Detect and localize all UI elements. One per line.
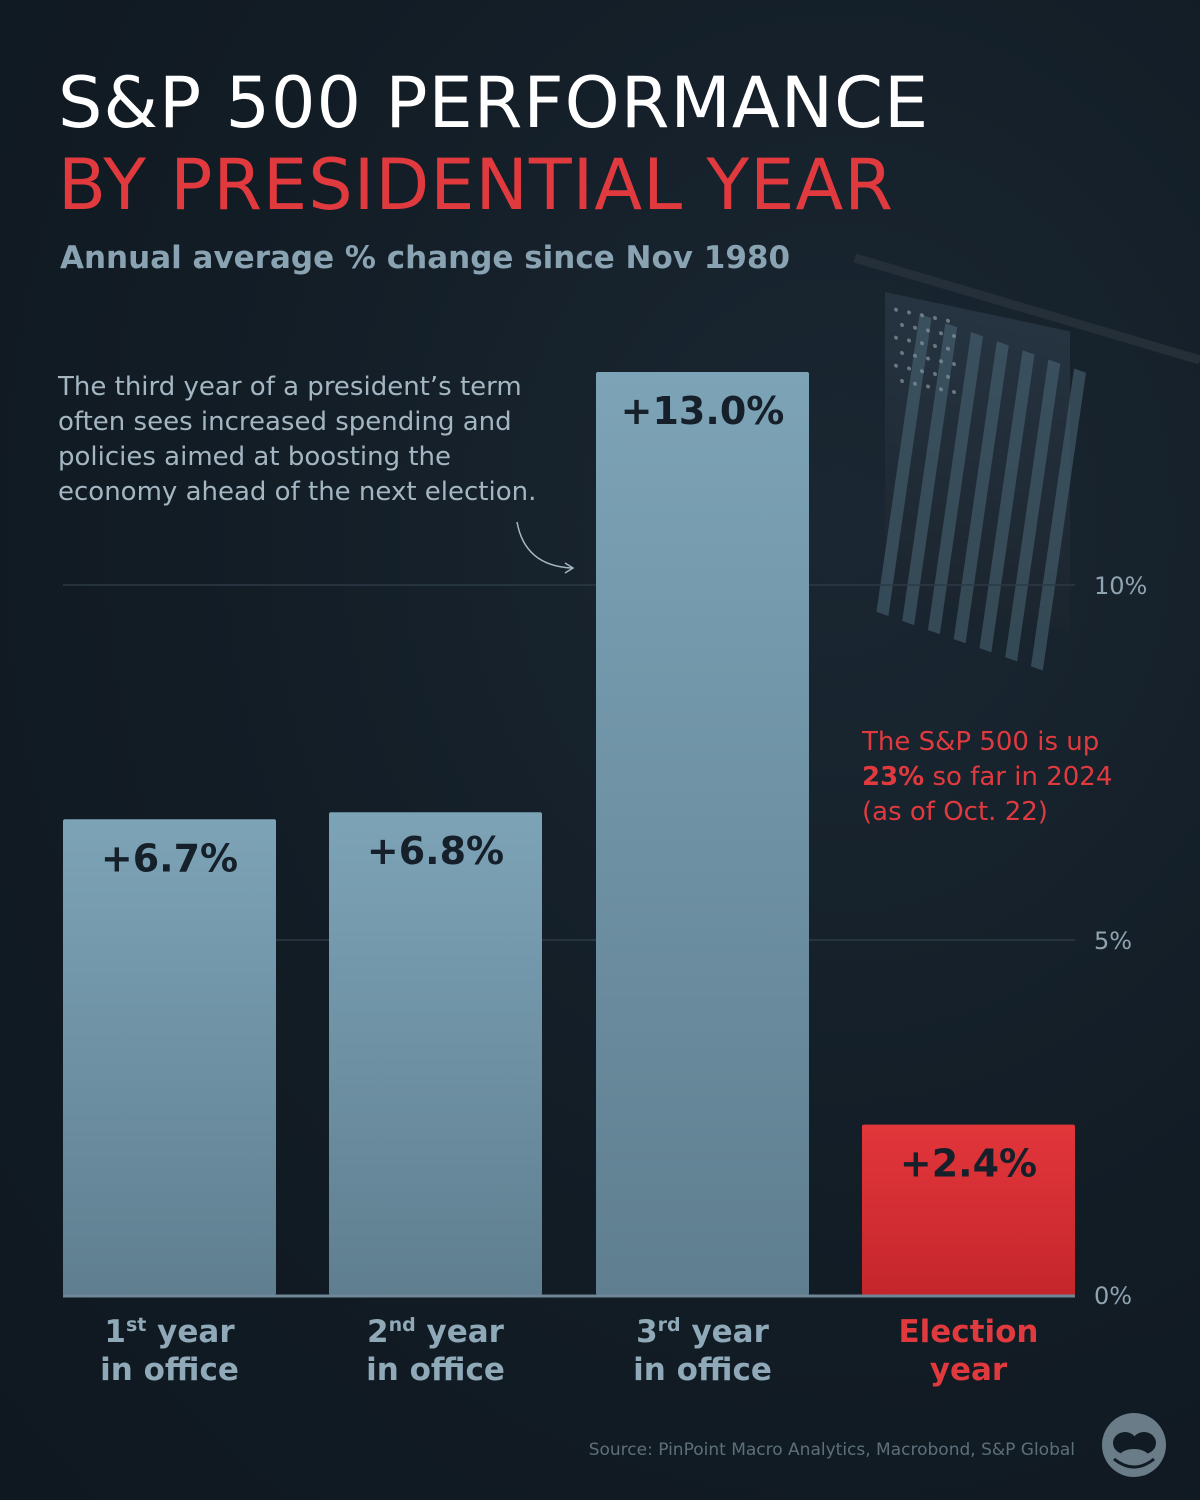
title-line-1: S&P 500 PERFORMANCE [58,62,930,144]
note-2024-performance: The S&P 500 is up 23% so far in 2024 (as… [862,725,1162,830]
category-label-4-line2: year [930,1352,1008,1388]
bar-4 [862,1124,1075,1295]
annotation-arrowhead [564,562,575,574]
value-label-3: +13.0% [621,389,785,433]
value-labels: +6.7% +6.8% +13.0% +2.4% [101,389,1037,1186]
bars [63,372,1075,1298]
note-highlight-value: 23% [862,762,925,792]
title-line-2: BY PRESIDENTIAL YEAR [58,144,894,226]
value-label-2: +6.8% [367,829,504,873]
visual-capitalist-logo-icon [1102,1413,1166,1477]
category-label-1-line1: 1st year [104,1314,235,1350]
category-label-1-line2: in office [100,1352,239,1388]
annotation-arrow [516,521,573,569]
bar-1 [63,819,276,1295]
category-label-2-line1: 2nd year [367,1314,505,1350]
bar-2 [329,812,542,1295]
y-tick-label-5: 5% [1094,927,1132,955]
note-line-3: (as of Oct. 22) [862,797,1048,827]
y-tick-label-0: 0% [1094,1282,1132,1310]
third-year-annotation: The third year of a president’s term oft… [58,372,537,507]
note-line-1: The S&P 500 is up [862,727,1100,757]
bar-3 [596,372,809,1295]
category-label-4-line1: Election [898,1314,1038,1350]
value-label-4: +2.4% [900,1142,1037,1186]
category-label-2-line2: in office [366,1352,505,1388]
source-credit: Source: PinPoint Macro Analytics, Macrob… [588,1440,1075,1460]
category-label-3-line2: in office [633,1352,772,1388]
subtitle: Annual average % change since Nov 1980 [60,240,791,276]
category-label-3-line1: 3rd year [636,1314,770,1350]
american-flag-icon [853,253,1200,671]
value-label-1: +6.7% [101,836,238,880]
y-tick-label-10: 10% [1094,572,1147,600]
y-axis-tick-labels: 0% 5% 10% [1094,572,1147,1310]
note-line-2-rest: so far in 2024 [924,762,1113,792]
